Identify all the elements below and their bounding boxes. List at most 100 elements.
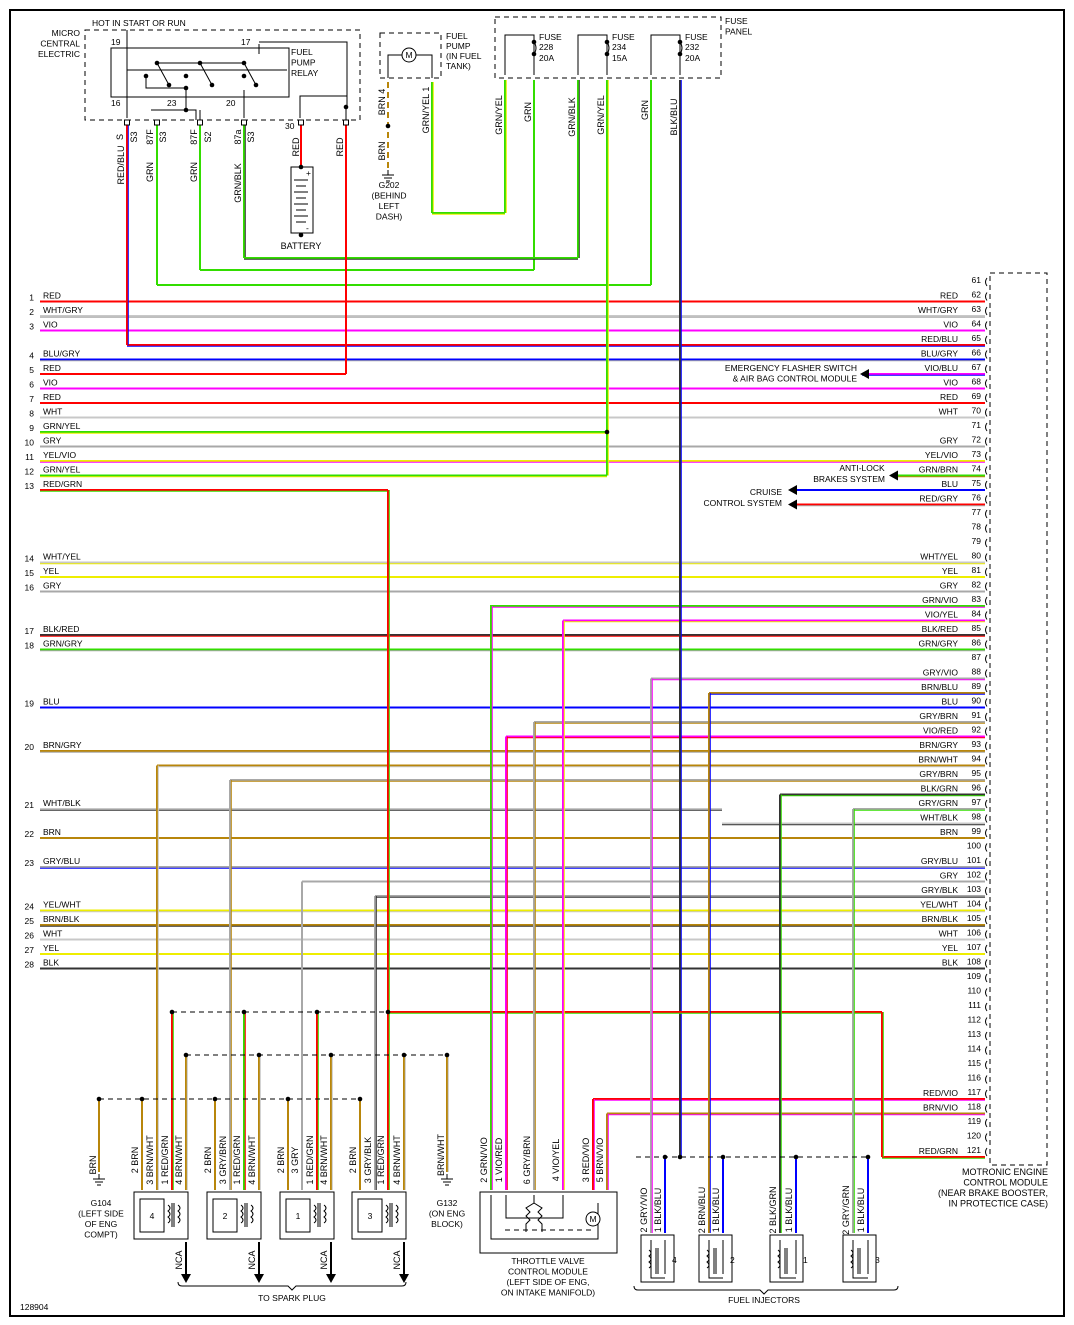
harness-right-label: RED/VIO [923, 1088, 958, 1098]
splice-dot [677, 39, 683, 45]
splice-dot [166, 82, 172, 88]
harness-left-label: RED/GRN [43, 479, 82, 489]
components [84, 16, 1048, 1295]
splice-dot [677, 1154, 683, 1160]
splice-dot [357, 1096, 363, 1102]
harness-left-label: BLU/GRY [43, 349, 80, 359]
coil-number: 4 [150, 1211, 155, 1221]
connector-terminal-icon [985, 321, 988, 330]
harness-left-label: YEL [43, 566, 59, 576]
fuse-icon [650, 34, 683, 75]
fuse-rating: 20A [539, 53, 554, 63]
connector-terminal-icon [985, 277, 988, 287]
harness-right-label: GRY/BRN [919, 769, 958, 779]
brace-icon [177, 1281, 407, 1291]
fuel-pump-label: FUEL [446, 31, 468, 41]
ecm-pin-number: 104 [967, 899, 981, 909]
fuel-pump-internals [387, 54, 433, 78]
connector-terminal-icon [985, 698, 988, 707]
harness-left-number: 5 [29, 365, 34, 375]
injector-pin-label: 1 BLK/BLU [856, 1188, 866, 1233]
splice-dot [183, 1052, 189, 1058]
spark-plug-label: TO SPARK PLUG [258, 1293, 326, 1303]
coil-pin-label: 1 RED/GRN [232, 1135, 242, 1184]
ecm-pin-number: 65 [972, 333, 982, 343]
ecm-pin-number: 77 [972, 507, 982, 517]
coil-pin-label: 3 GRY/BLK [363, 1137, 373, 1183]
g132-label: BLOCK) [431, 1219, 463, 1229]
connector-terminal-icon [985, 292, 988, 301]
harness-right-label: BLU [941, 479, 958, 489]
connector-terminal-icon [985, 756, 988, 765]
connector-terminal-icon [241, 119, 247, 126]
harness-left-label: GRN/GRY [43, 639, 83, 649]
module-label: MICRO [52, 28, 81, 38]
ecm-pin-number: 121 [967, 1145, 981, 1155]
coil-pin-label: 3 GRY/BRN [218, 1136, 228, 1184]
harness-right-label: YEL/VIO [925, 450, 958, 460]
connector-terminal-icon [985, 422, 988, 432]
harness-left-number: 27 [25, 945, 35, 955]
harness-left-label: VIO [43, 320, 58, 330]
ecm-pin-number: 64 [972, 319, 982, 329]
fuse-label: FUSE [612, 32, 635, 42]
injector-coil-icon [777, 1240, 797, 1279]
ecm-pin-number: 117 [967, 1087, 981, 1097]
throttle-label: (LEFT SIDE OF ENG, [507, 1277, 590, 1287]
harness-right-label: GRN/VIO [922, 595, 958, 605]
relay-label: RELAY [291, 68, 319, 78]
harness-left-label: GRY [43, 436, 62, 446]
harness-left-label: WHT/BLK [43, 798, 81, 808]
splice-dot [444, 1052, 450, 1058]
ecm-pin-number: 115 [967, 1058, 981, 1068]
wires [40, 80, 985, 1233]
ecm-pin-number: 79 [972, 536, 982, 546]
connector-terminal-icon [985, 524, 988, 533]
harness-left-number: 26 [25, 931, 35, 941]
wire-label: RED [335, 137, 345, 157]
ecm-pin-number: 78 [972, 522, 982, 532]
connector-terminal-icon [985, 1046, 988, 1055]
splice-dot [212, 1096, 218, 1102]
splice-dot [385, 123, 391, 129]
harness-right-label: VIO [943, 378, 958, 388]
splice-dot [865, 1154, 871, 1160]
ecm-pin-number: 63 [972, 304, 982, 314]
ecm-box [989, 272, 1048, 1166]
arrow-left-icon [788, 485, 797, 495]
fuel-pump-relay [110, 47, 290, 98]
ecm-pin-number: 91 [972, 710, 982, 720]
wire-label: GRN/BLK [233, 163, 243, 203]
splice-dot [183, 85, 189, 91]
harness-right-label: WHT/YEL [920, 552, 958, 562]
wire-label: GRN [640, 100, 650, 120]
ecm-pin-number: 99 [972, 826, 982, 836]
fuel-pump-label: (IN FUEL [446, 51, 482, 61]
splice-dot [531, 39, 537, 45]
injector-pin-label: 2 BRN/BLU [697, 1187, 707, 1234]
connector-terminal-icon [985, 1017, 988, 1026]
coil-pin-label: 2 BRN [203, 1147, 213, 1174]
splice-dot [96, 1096, 102, 1102]
harness-left-label: GRN/YEL [43, 421, 81, 431]
coil-number: 3 [368, 1211, 373, 1221]
ecm-pin-number: 88 [972, 667, 982, 677]
coil-module-icon [357, 1198, 383, 1233]
harness-right-label: WHT [939, 407, 958, 417]
ecm-pin-number: 109 [967, 971, 981, 981]
ecm-pin-number: 80 [972, 551, 982, 561]
coil-pin-label: 2 BRN [348, 1147, 358, 1174]
arrow-down-icon [181, 1274, 191, 1283]
diagram-number: 128904 [20, 1302, 49, 1312]
harness-left-number: 17 [25, 626, 35, 636]
arrow-down-icon [399, 1274, 409, 1283]
ecm-pin-number: 90 [972, 696, 982, 706]
ecm-pin-number: 72 [972, 435, 982, 445]
harness-right-label: RED [940, 392, 958, 402]
harness-right-label: BRN/VIO [923, 1103, 958, 1113]
g104-label: COMPT) [84, 1230, 118, 1240]
connector-terminal-icon [985, 408, 988, 417]
harness-left-number: 16 [25, 583, 35, 593]
ignition-coil-2 [206, 1191, 262, 1240]
connector-terminal-icon [985, 1031, 988, 1041]
